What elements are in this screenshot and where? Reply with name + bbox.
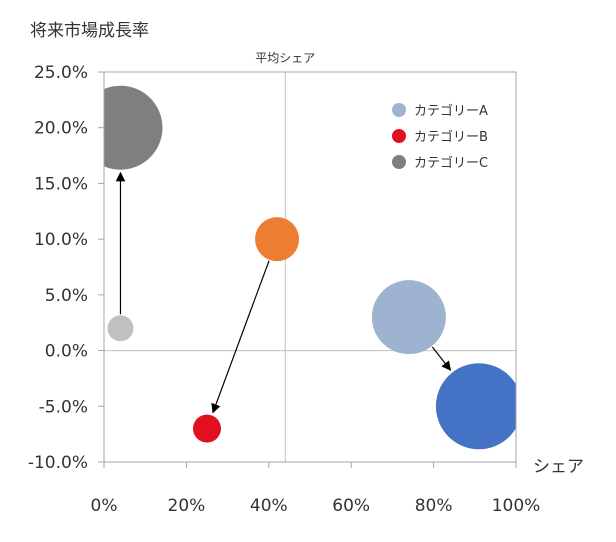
x-tick-label: 100% <box>492 496 541 516</box>
arrow-b-before-to-b-after <box>211 260 270 414</box>
bubble-a-before <box>371 280 446 355</box>
legend-marker <box>392 103 406 117</box>
x-tick-label: 60% <box>332 496 370 516</box>
legend-marker <box>392 129 406 143</box>
y-axis-title: 将来市場成長率 <box>30 21 149 41</box>
y-tick-label: 0.0% <box>45 342 88 362</box>
arrows <box>115 171 452 414</box>
y-tick-label: 10.0% <box>34 230 88 250</box>
x-tick-label: 80% <box>415 496 453 516</box>
legend-label: カテゴリーA <box>414 103 488 119</box>
bubble-b-after <box>193 414 221 443</box>
bubbles <box>104 85 516 450</box>
legend-marker <box>392 155 406 169</box>
reference-lines <box>104 72 516 462</box>
y-tick-label: -5.0% <box>39 397 88 417</box>
y-tick-label: -10.0% <box>28 453 88 473</box>
x-tick-label: 40% <box>250 496 288 516</box>
bubble-c-after <box>104 85 163 170</box>
bubble-c-before <box>107 315 134 342</box>
plot-area-border <box>103 71 517 463</box>
legend-label: カテゴリーB <box>414 129 488 145</box>
reference-line-label: 平均シェア <box>255 51 315 65</box>
x-axis-title: シェア <box>533 457 584 477</box>
y-tick-label: 15.0% <box>34 174 88 194</box>
x-tick-label: 20% <box>168 496 206 516</box>
y-tick-label: 5.0% <box>45 286 88 306</box>
x-axis-ticks: 0% 20% 40% 60% 80% 100% <box>91 462 541 516</box>
bubble-a-after <box>435 363 516 450</box>
legend-label: カテゴリーC <box>414 155 488 171</box>
bubble-b-before <box>255 217 300 262</box>
x-tick-label: 0% <box>91 496 118 516</box>
legend: カテゴリーA カテゴリーB カテゴリーC <box>392 103 488 171</box>
arrow-a-before-to-a-after <box>431 346 452 371</box>
y-tick-label: 25.0% <box>34 63 88 83</box>
y-tick-label: 20.0% <box>34 119 88 139</box>
y-axis-ticks: -10.0% -5.0% 0.0% 5.0% 10.0% 15.0% 20.0% 25.0% <box>28 63 104 473</box>
